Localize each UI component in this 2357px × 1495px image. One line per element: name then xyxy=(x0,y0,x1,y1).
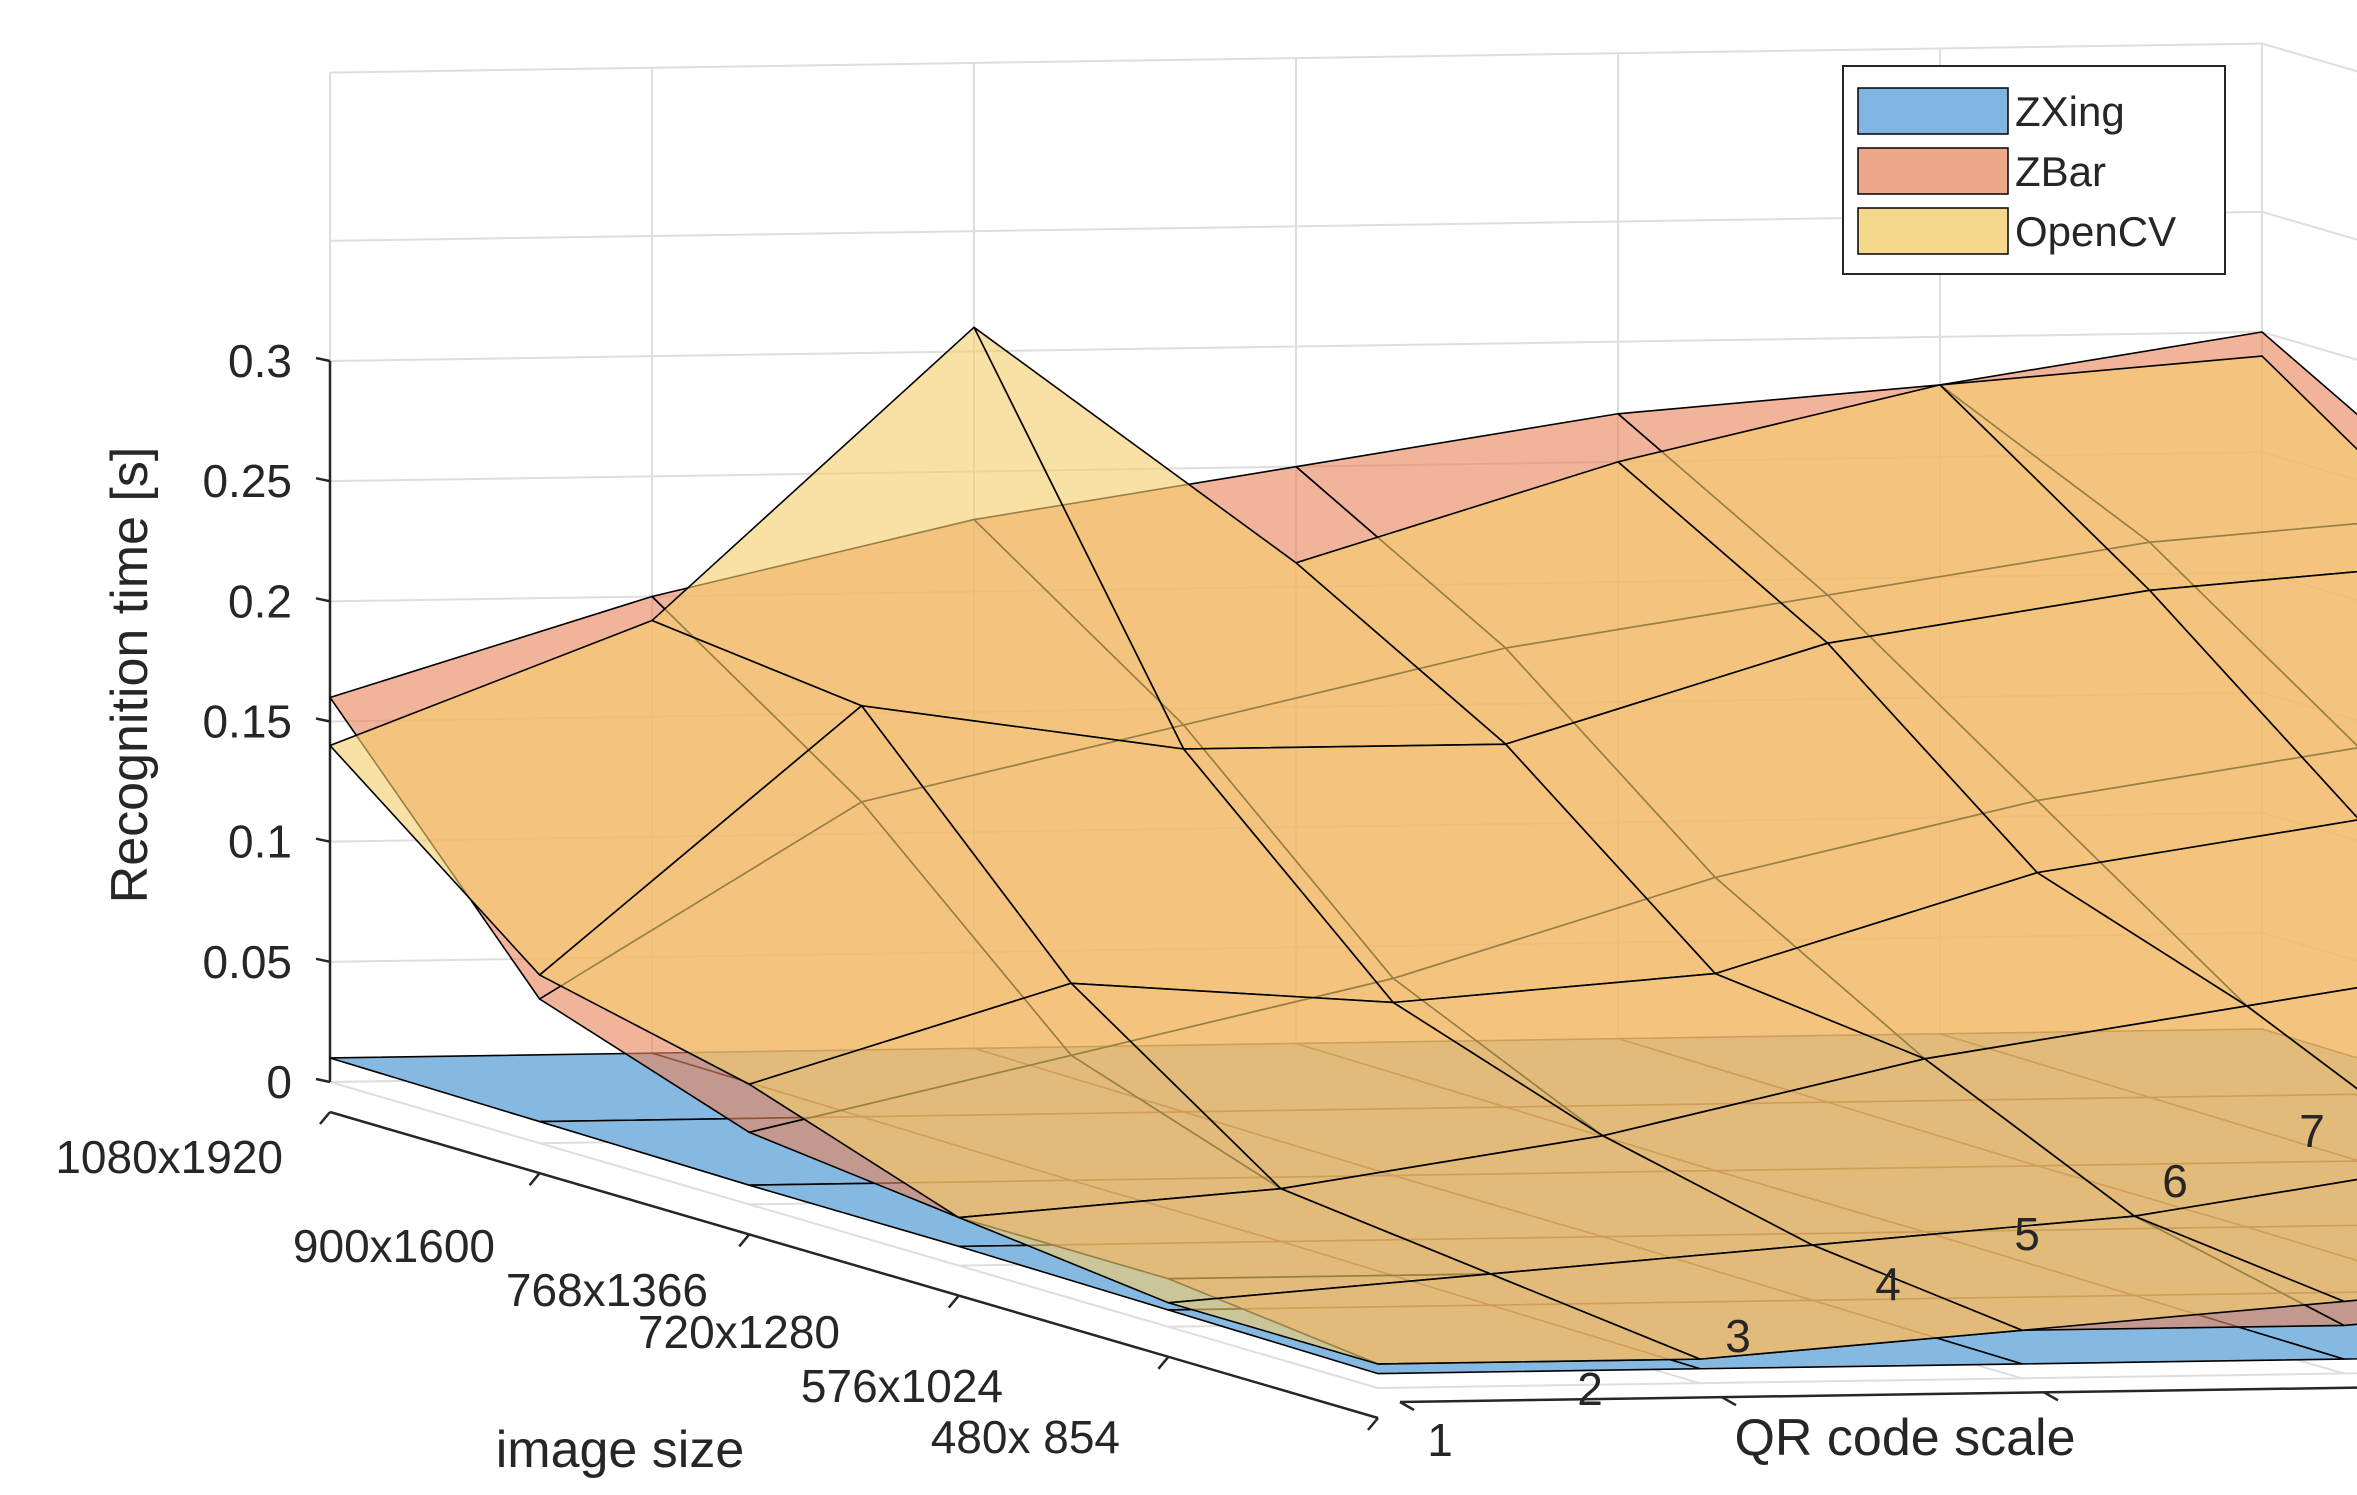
y-axis-label: QR code scale xyxy=(1734,1409,2075,1467)
surface-patch-opencv xyxy=(1167,1273,1701,1365)
legend-swatch-zxing xyxy=(1857,87,2009,135)
y-tick-label: 2 xyxy=(1577,1363,1603,1415)
z-tick xyxy=(315,957,331,964)
z-tick xyxy=(315,837,331,843)
x-tick xyxy=(738,1233,751,1248)
z-tick-label: 0.05 xyxy=(202,936,292,988)
y-tick-label: 4 xyxy=(1875,1258,1901,1310)
label-layer: 00.050.10.150.20.250.31080x1920900x16007… xyxy=(55,335,2324,1466)
x-tick-label: 480x 854 xyxy=(931,1411,1120,1463)
x-tick-label: 900x1600 xyxy=(293,1220,495,1272)
y-tick-label: 3 xyxy=(1725,1310,1751,1362)
y-tick xyxy=(1721,1396,1737,1407)
z-tick xyxy=(315,1077,331,1084)
z-tick-label: 0.2 xyxy=(228,575,292,627)
x-tick xyxy=(1367,1417,1379,1431)
surface-opencv xyxy=(329,326,2357,1365)
x-tick xyxy=(319,1111,331,1125)
x-tick-label: 576x1024 xyxy=(801,1360,1003,1412)
legend-label-zxing: ZXing xyxy=(2015,88,2125,135)
x-tick xyxy=(947,1294,960,1309)
z-tick xyxy=(315,717,331,723)
grid-line xyxy=(329,210,2357,242)
x-tick-label: 720x1280 xyxy=(638,1306,840,1358)
z-tick xyxy=(315,476,331,483)
legend-swatch-opencv xyxy=(1857,207,2009,255)
x-axis-label: image size xyxy=(496,1421,745,1479)
z-tick-label: 0.25 xyxy=(202,455,292,507)
x-axis-line xyxy=(329,1110,1379,1420)
legend-label-zbar: ZBar xyxy=(2015,148,2106,195)
x-tick-label: 1080x1920 xyxy=(55,1131,283,1183)
y-tick-label: 5 xyxy=(2014,1208,2040,1260)
x-tick xyxy=(1157,1355,1170,1370)
legend-swatch-zbar xyxy=(1857,147,2009,195)
surface-layer xyxy=(329,326,2357,1375)
x-tick xyxy=(528,1172,541,1187)
z-tick-label: 0 xyxy=(266,1056,292,1108)
surface-patch-opencv xyxy=(2246,987,2357,1090)
axis-layer xyxy=(315,356,2357,1431)
y-tick-label: 7 xyxy=(2299,1105,2325,1157)
legend-label-opencv: OpenCV xyxy=(2015,208,2176,255)
legend: ZXing ZBar OpenCV xyxy=(1842,65,2226,275)
z-tick xyxy=(315,356,331,363)
z-tick xyxy=(315,597,331,603)
y-tick-label: 6 xyxy=(2162,1155,2188,1207)
x-tick-label: 768x1366 xyxy=(506,1264,708,1316)
y-tick xyxy=(2043,1391,2059,1402)
y-tick xyxy=(1399,1400,1415,1412)
z-tick-label: 0.15 xyxy=(202,696,292,748)
z-tick-label: 0.3 xyxy=(228,335,292,387)
grid-line xyxy=(329,1081,1379,1389)
z-tick-label: 0.1 xyxy=(228,816,292,868)
z-axis-label: Recognition time [s] xyxy=(101,447,159,904)
y-axis-line xyxy=(1399,1386,2357,1404)
grid-line xyxy=(329,42,2357,74)
y-tick-label: 1 xyxy=(1427,1414,1453,1466)
